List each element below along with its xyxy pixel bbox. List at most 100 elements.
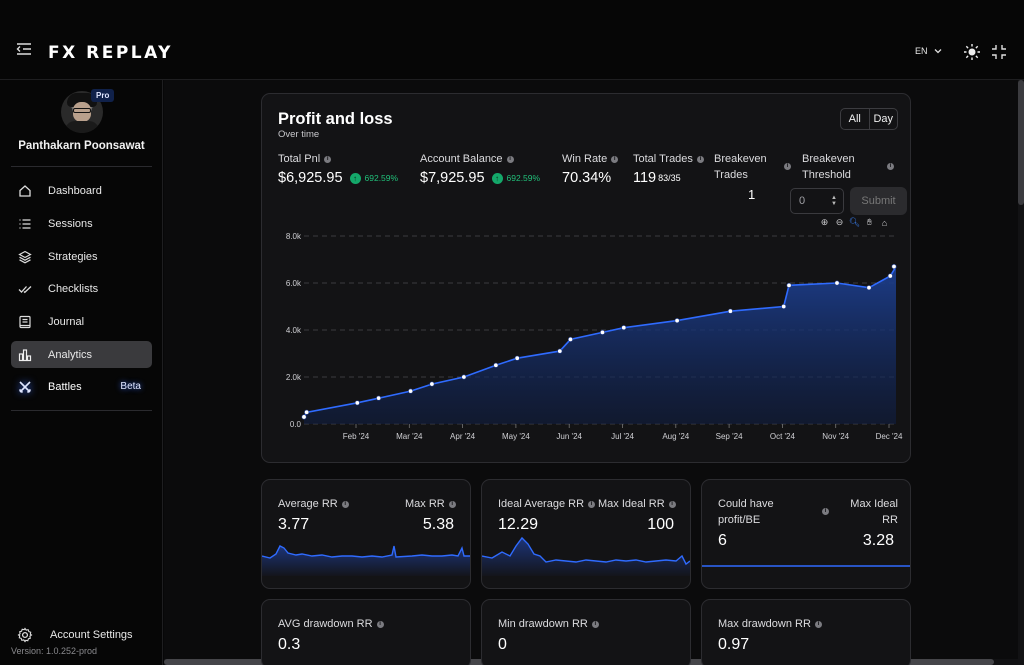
book-icon xyxy=(18,315,32,329)
y-tick-label: 6.0k xyxy=(286,279,302,288)
x-tick-label: Jun '24 xyxy=(556,432,582,441)
sun-icon[interactable] xyxy=(963,43,981,61)
vertical-scrollbar-thumb[interactable] xyxy=(1018,80,1024,205)
info-icon: i xyxy=(668,500,676,508)
breakeven-threshold-label: Breakeven Threshold i xyxy=(802,151,897,183)
avg-drawdown-card: AVG drawdown RR i 0.3 xyxy=(261,599,471,665)
language-select[interactable]: EN xyxy=(915,46,942,56)
data-point xyxy=(727,308,733,314)
vertical-scrollbar[interactable] xyxy=(1018,80,1024,665)
pnl-area-chart[interactable]: 0.0 2.0k 4.0k 6.0k 8.0k Feb '24 Mar '24 Apr '24… xyxy=(262,224,910,444)
data-point xyxy=(891,264,897,270)
data-point xyxy=(834,280,840,286)
toggle-all[interactable]: All xyxy=(841,109,870,129)
data-point xyxy=(557,348,563,354)
info-icon: i xyxy=(341,500,349,508)
max-rr-value: 5.38 xyxy=(422,516,454,533)
sidebar-item-label: Battles xyxy=(48,380,82,393)
info-icon: i xyxy=(784,163,791,170)
sidebar-item-analytics[interactable]: Analytics xyxy=(11,341,152,368)
reset-home-icon[interactable]: ⌂ xyxy=(881,217,888,228)
collapse-sidebar-icon[interactable] xyxy=(16,42,32,56)
account-settings-label: Account Settings xyxy=(50,629,133,641)
total-pnl-label: Total Pnl i xyxy=(278,151,332,167)
avg-drawdown-value: 0.3 xyxy=(278,636,301,653)
sidebar-item-label: Sessions xyxy=(48,217,93,230)
data-point xyxy=(304,409,310,415)
stepper-icon[interactable]: ▲ ▼ xyxy=(831,195,837,207)
info-icon: i xyxy=(814,620,822,628)
data-point xyxy=(493,362,499,368)
card-title: Profit and loss xyxy=(278,110,393,128)
data-point xyxy=(376,395,382,401)
info-icon: i xyxy=(591,620,599,628)
x-tick-label: May '24 xyxy=(502,432,530,441)
info-icon: i xyxy=(448,500,456,508)
language-label: EN xyxy=(915,46,928,56)
sidebar-item-dashboard[interactable]: Dashboard xyxy=(11,177,152,204)
breakeven-trades-value: 1 xyxy=(748,187,756,202)
fullscreen-exit-icon[interactable] xyxy=(991,44,1007,60)
sidebar-item-sessions[interactable]: Sessions xyxy=(11,210,152,237)
chart-toolbar: ⊕ ⊖ 🔍︎ ✋︎ ⌂ xyxy=(818,217,891,228)
zoom-select-icon[interactable]: 🔍︎ xyxy=(848,217,861,227)
sidebar: Pro Panthakarn Poonsawat Dashboard Sessi… xyxy=(0,80,163,665)
data-point xyxy=(781,304,787,310)
sidebar-divider xyxy=(11,410,152,411)
breakeven-threshold-input[interactable]: 0 ▲ ▼ xyxy=(790,188,844,214)
average-rr-value: 3.77 xyxy=(278,516,310,533)
top-bar: FX REPLAY EN xyxy=(0,0,1024,80)
min-drawdown-label: Min drawdown RR i xyxy=(498,616,599,632)
info-icon: i xyxy=(506,155,514,163)
total-pnl-change: ↑ 692.59% xyxy=(349,172,398,184)
timeframe-toggle: All Day xyxy=(840,108,898,130)
min-drawdown-value: 0 xyxy=(498,636,507,653)
app-logo[interactable]: FX REPLAY xyxy=(48,43,173,63)
beta-badge: Beta xyxy=(120,381,141,392)
sidebar-item-strategies[interactable]: Strategies xyxy=(11,243,152,270)
ideal-average-rr-value: 12.29 xyxy=(498,516,539,533)
data-point xyxy=(599,329,605,335)
double-check-icon xyxy=(18,282,32,296)
list-icon xyxy=(18,217,32,231)
pan-hand-icon[interactable]: ✋︎ xyxy=(866,217,873,227)
info-icon: i xyxy=(822,508,829,515)
version-text: Version: 1.0.252-prod xyxy=(11,646,98,656)
total-trades-value: 119 83/35 xyxy=(633,170,681,186)
sidebar-item-battles[interactable]: Battles Beta xyxy=(11,373,152,400)
max-ideal-rr-value: 100 xyxy=(647,516,674,533)
toggle-day[interactable]: Day xyxy=(873,113,894,125)
zoom-out-icon[interactable]: ⊖ xyxy=(835,217,844,227)
data-point xyxy=(301,414,307,420)
data-point xyxy=(621,325,627,331)
y-tick-label: 4.0k xyxy=(286,326,302,335)
rr-sparkline xyxy=(262,545,470,576)
x-tick-label: Aug '24 xyxy=(662,432,689,441)
data-point xyxy=(567,336,573,342)
x-tick-label: Feb '24 xyxy=(343,432,370,441)
account-balance-value: $7,925.95 ↑ 692.59% xyxy=(420,170,541,186)
sidebar-item-checklists[interactable]: Checklists xyxy=(11,275,152,302)
x-tick-label: Apr '24 xyxy=(450,432,476,441)
profit-loss-card: Profit and loss Over time All Day Total … xyxy=(261,93,911,463)
account-settings-link[interactable]: Account Settings xyxy=(17,627,133,643)
chevron-down-icon xyxy=(934,49,941,54)
data-point xyxy=(408,388,414,394)
submit-button[interactable]: Submit xyxy=(850,187,907,215)
zoom-in-icon[interactable]: ⊕ xyxy=(820,217,829,227)
max-rr-label: Max RR i xyxy=(405,496,456,512)
x-tick-label: Sep '24 xyxy=(716,432,743,441)
info-icon: i xyxy=(376,620,384,628)
pro-badge: Pro xyxy=(91,89,115,102)
sidebar-item-journal[interactable]: Journal xyxy=(11,308,152,335)
y-tick-label: 2.0k xyxy=(286,373,302,382)
data-point xyxy=(786,282,792,288)
x-tick-label: Nov '24 xyxy=(822,432,849,441)
home-icon xyxy=(18,184,32,198)
win-rate-value: 70.34% xyxy=(562,170,612,186)
could-have-profit-card: Could have profit/BE i Max Ideal RR 6 3.… xyxy=(701,479,911,589)
ideal-average-rr-label: Ideal Average RR i xyxy=(498,496,596,512)
x-tick-label: Jul '24 xyxy=(611,432,634,441)
info-icon: i xyxy=(696,155,704,163)
ideal-rr-sparkline xyxy=(482,536,690,576)
